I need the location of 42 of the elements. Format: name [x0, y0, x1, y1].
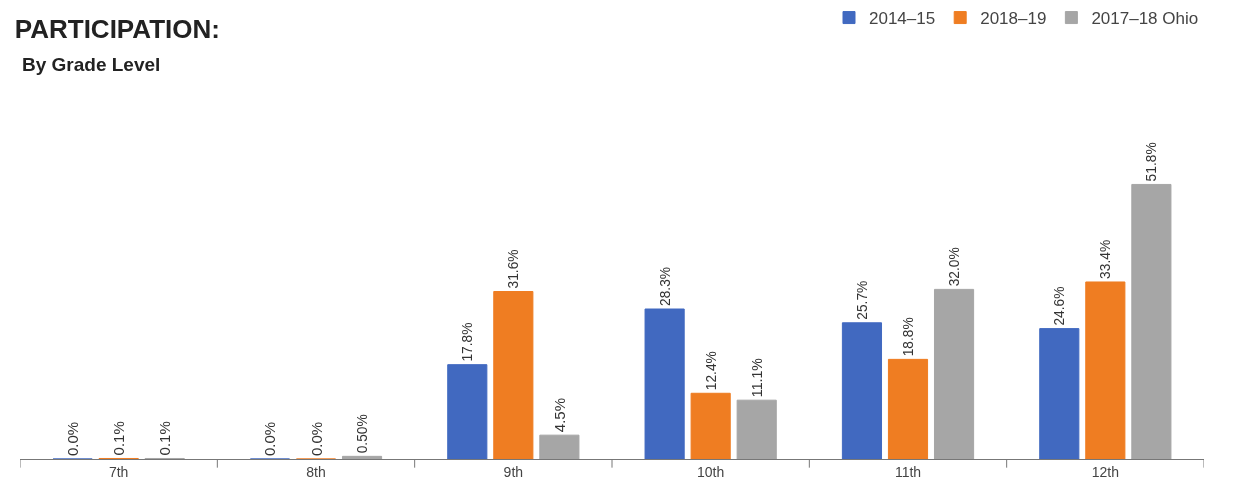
data-label: 0.50% [355, 414, 371, 454]
data-label: 0.0% [307, 421, 325, 456]
data-label: 0.1% [110, 421, 128, 456]
bar [690, 392, 731, 459]
bar [1085, 281, 1126, 459]
data-label: 25.7% [855, 280, 871, 320]
bar [1039, 328, 1080, 459]
bar [736, 399, 777, 459]
bar [493, 291, 534, 459]
x-tick-label: 10th [697, 463, 725, 480]
data-label: 17.8% [460, 322, 476, 362]
bar [341, 455, 383, 459]
legend-label: 2018–19 [980, 9, 1047, 29]
bar [447, 364, 488, 459]
bar [644, 308, 685, 459]
bar [933, 288, 975, 459]
legend-label: 2017–18 Ohio [1091, 9, 1199, 29]
x-tick-label: 11th [894, 463, 922, 480]
data-label: 51.8% [1144, 142, 1160, 182]
data-label: 12.4% [703, 351, 719, 391]
data-label: 18.8% [901, 317, 917, 357]
bar [841, 322, 883, 459]
bar [539, 434, 580, 459]
data-label: 24.6% [1052, 286, 1068, 326]
x-tick-label: 9th [503, 463, 524, 480]
x-tick-label: 12th [1091, 463, 1119, 480]
chart-subtitle: By Grade Level [22, 54, 161, 75]
data-label: 0.1% [156, 421, 174, 456]
data-label: 28.3% [657, 266, 673, 306]
data-label: 4.5% [550, 397, 568, 433]
data-label: 33.4% [1098, 239, 1114, 279]
bar [887, 358, 929, 459]
x-tick-label: 8th [306, 463, 326, 480]
data-label: 0.0% [64, 421, 82, 456]
bar [1131, 183, 1172, 459]
chart-title: PARTICIPATION: [14, 14, 220, 45]
legend-label: 2014–15 [869, 9, 936, 29]
data-label: 0.0% [261, 421, 279, 456]
data-label: 31.6% [506, 249, 522, 289]
data-label: 11.1% [748, 357, 765, 398]
x-tick-label: 7th [108, 463, 129, 480]
data-label: 32.0% [947, 247, 963, 287]
